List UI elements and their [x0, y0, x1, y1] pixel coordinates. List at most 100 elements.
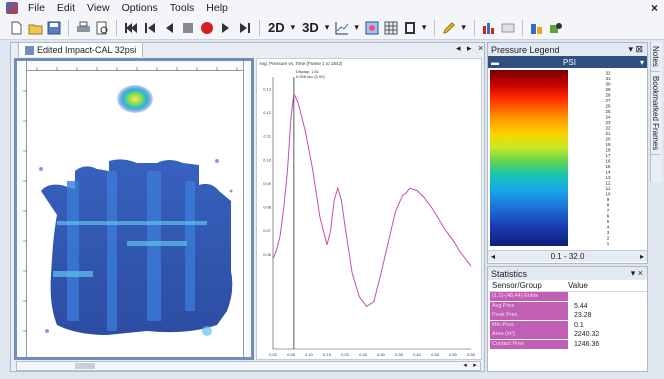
toolbar: 2D ▾ 3D ▾ ▾ ▾ ▾: [0, 16, 664, 40]
x-tick-label: 0.15: [323, 352, 332, 357]
save-icon[interactable]: [46, 20, 62, 36]
legend-value: 25: [605, 109, 611, 114]
x-tick-label: 0.00: [269, 352, 278, 357]
sensor-pressure-map[interactable]: [14, 58, 254, 360]
legend-collapse-icon[interactable]: ▬: [491, 57, 499, 67]
menu-view[interactable]: View: [87, 2, 110, 14]
menu-options[interactable]: Options: [121, 2, 158, 14]
document-tab[interactable]: Edited Impact-CAL 32psi: [18, 42, 144, 57]
tab-bookmarked-frames[interactable]: Bookmarked Frames: [651, 72, 660, 156]
stat-value: 1246.36: [574, 340, 600, 348]
x-tick-label: 0.05: [287, 352, 296, 357]
record-icon[interactable]: [199, 20, 215, 36]
toolbar-separator: [259, 19, 260, 36]
highlighter-dropdown[interactable]: ▾: [461, 22, 466, 32]
legend-value: 1: [607, 241, 610, 246]
legend-value: 24: [605, 114, 611, 119]
menu-edit[interactable]: Edit: [56, 2, 76, 14]
document-icon: [25, 45, 34, 55]
legend-value: 20: [605, 136, 611, 141]
contour-icon[interactable]: [364, 20, 380, 36]
frame-select-icon[interactable]: [402, 20, 418, 36]
statistics-title: Statistics: [491, 268, 528, 279]
legend-unit-header[interactable]: ▬ PSI ▾: [488, 56, 647, 68]
new-file-icon[interactable]: [8, 20, 24, 36]
table-row[interactable]: Avg Pres 5.44: [488, 301, 647, 312]
pressure-time-graph[interactable]: Avg. Pressure vs. Time (Frame 1 to 1642)…: [256, 58, 482, 360]
chart-axes: [272, 77, 471, 350]
chart-canvas: Avg. Pressure vs. Time (Frame 1 to 1642)…: [259, 61, 476, 357]
chart-title: Avg. Pressure vs. Time (Frame 1 to 1642): [259, 61, 343, 66]
view-3d-dropdown[interactable]: ▾: [324, 22, 330, 32]
horizontal-scrollbar[interactable]: ◂ ▸: [16, 361, 481, 371]
graph-dropdown[interactable]: ▾: [354, 22, 359, 32]
scroll-right-icon[interactable]: ▸: [473, 362, 477, 369]
x-tick-label: 0.45: [431, 352, 440, 357]
legend-unit-dropdown-icon[interactable]: ▾: [639, 57, 644, 67]
open-folder-icon[interactable]: [27, 20, 43, 36]
stat-name: Avg Pres: [490, 301, 568, 311]
legend-value: 8: [607, 202, 610, 207]
legend-value: 31: [605, 76, 611, 81]
menu-tools[interactable]: Tools: [169, 2, 195, 14]
legend-scroll-left-icon[interactable]: ◂: [491, 252, 496, 261]
menu-file[interactable]: File: [28, 2, 45, 14]
stat-name: Min Pres: [490, 320, 568, 330]
play-reverse-icon[interactable]: [161, 20, 177, 36]
legend-value: 2: [607, 235, 610, 240]
legend-pin-close[interactable]: ▾ ⊠: [628, 44, 643, 54]
stat-name: (1,1)-(48,44) Entire: [490, 292, 568, 302]
legend-scroll-right-icon[interactable]: ▸: [639, 252, 644, 261]
legend-value: 6: [607, 213, 610, 218]
table-row[interactable]: (1,1)-(48,44) Entire: [488, 292, 647, 302]
table-row[interactable]: Area (in²) 2240.32: [488, 330, 647, 340]
table-row[interactable]: Contact Pres 1246.36: [488, 339, 647, 350]
table-row[interactable]: Min Pres 0.1: [488, 320, 647, 331]
y-tick-label: 0.07: [263, 228, 272, 233]
last-frame-icon[interactable]: [237, 20, 253, 36]
time-marker-sublabel: 0.058 sec (0.00): [296, 74, 326, 79]
stat-value: 2240.32: [574, 331, 600, 339]
scrollbar-thumb[interactable]: [75, 363, 95, 369]
scroll-left-icon[interactable]: ◂: [463, 362, 467, 369]
view-3d-button[interactable]: 3D: [302, 20, 319, 35]
previous-frame-icon[interactable]: [142, 20, 158, 36]
legend-body: 32 31 30 29 28 27 26 25 24 23 22 21 20 19 18 17 16 15 14 13…: [488, 68, 647, 250]
legend-icon[interactable]: [500, 20, 516, 36]
graph-icon[interactable]: [334, 20, 350, 36]
ruler-left: [17, 61, 27, 357]
bar-chart-icon[interactable]: [481, 20, 497, 36]
x-tick-label: 0.30: [377, 352, 386, 357]
view-2d-button[interactable]: 2D: [268, 20, 285, 35]
first-frame-icon[interactable]: [123, 20, 139, 36]
menu-help[interactable]: Help: [206, 2, 228, 14]
play-icon[interactable]: [218, 20, 234, 36]
print-preview-icon[interactable]: [94, 20, 110, 36]
x-tick-label: 0.20: [341, 352, 350, 357]
stat-name: Peak Pres: [490, 311, 568, 321]
stop-icon[interactable]: [180, 20, 196, 36]
pressure-legend-panel: Pressure Legend ▾ ⊠ ▬ PSI ▾ 32 31 30 29 28 27…: [487, 42, 648, 264]
document-tab-controls[interactable]: ◂ ▸ ×: [456, 43, 486, 53]
legend-value: 14: [605, 169, 611, 174]
x-tick-label: 0.10: [305, 352, 314, 357]
grid-icon[interactable]: [383, 20, 399, 36]
toolbar-separator: [116, 19, 117, 36]
statistics-col-value: Value: [568, 281, 588, 290]
legend-value: 21: [605, 131, 611, 136]
table-row[interactable]: Peak Pres 23.28: [488, 311, 647, 321]
view-2d-dropdown[interactable]: ▾: [290, 22, 296, 32]
export-icon[interactable]: [529, 20, 545, 36]
settings-icon[interactable]: [548, 20, 564, 36]
document-tab-title: Edited Impact-CAL 32psi: [37, 45, 137, 55]
frame-select-dropdown[interactable]: ▾: [421, 22, 427, 32]
statistics-pin-close[interactable]: ▾ ×: [630, 268, 643, 278]
legend-value: 16: [605, 158, 611, 163]
highlighter-icon[interactable]: [441, 20, 457, 36]
legend-value: 3: [607, 230, 610, 235]
pressure-heatmap: [39, 85, 233, 336]
print-icon[interactable]: [75, 20, 91, 36]
legend-value: 30: [605, 81, 611, 86]
close-icon[interactable]: ×: [650, 1, 658, 15]
tab-notes[interactable]: Notes: [651, 42, 660, 72]
